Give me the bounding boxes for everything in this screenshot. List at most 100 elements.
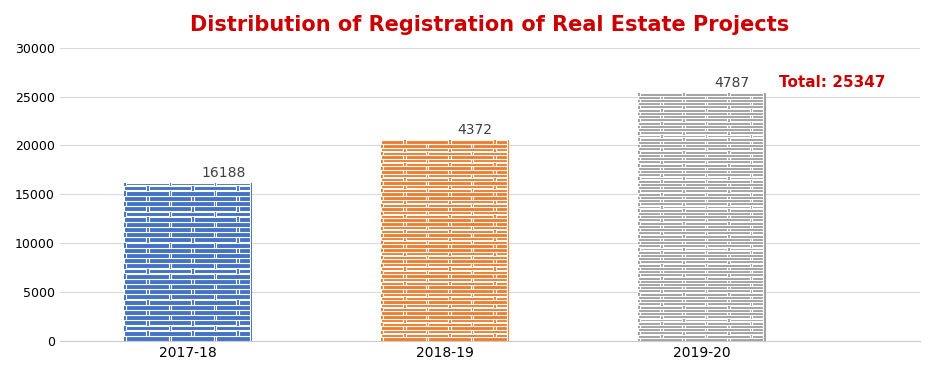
Bar: [753, 173, 763, 176]
Bar: [685, 293, 727, 296]
Bar: [149, 206, 192, 211]
Bar: [708, 296, 750, 299]
Bar: [708, 173, 750, 176]
Bar: [381, 297, 403, 300]
Bar: [473, 196, 507, 200]
Bar: [685, 280, 727, 283]
Bar: [640, 260, 683, 263]
Bar: [496, 222, 507, 226]
Bar: [216, 294, 250, 299]
Bar: [126, 336, 169, 341]
Bar: [383, 219, 425, 222]
Bar: [381, 274, 403, 278]
Bar: [496, 311, 507, 315]
Bar: [238, 320, 250, 325]
Bar: [730, 248, 763, 250]
Bar: [496, 178, 507, 181]
Bar: [473, 256, 507, 259]
Bar: [124, 279, 147, 284]
Bar: [638, 186, 660, 189]
Bar: [451, 170, 493, 174]
Bar: [730, 138, 763, 141]
Bar: [216, 253, 250, 258]
Bar: [638, 212, 660, 215]
Bar: [451, 267, 493, 270]
Bar: [126, 326, 169, 330]
Bar: [640, 222, 683, 225]
Bar: [663, 244, 705, 247]
Bar: [638, 102, 660, 105]
Bar: [638, 231, 660, 234]
Bar: [708, 135, 750, 138]
Bar: [638, 93, 766, 341]
Bar: [406, 274, 448, 278]
Bar: [640, 209, 683, 212]
Bar: [730, 93, 763, 96]
Bar: [383, 204, 425, 207]
Bar: [451, 148, 493, 151]
Bar: [238, 258, 250, 263]
Bar: [171, 315, 214, 320]
Bar: [640, 299, 683, 302]
Bar: [685, 273, 727, 276]
Bar: [640, 338, 683, 341]
Bar: [663, 270, 705, 273]
Bar: [685, 306, 727, 309]
Bar: [640, 93, 683, 96]
Bar: [730, 338, 763, 341]
Bar: [383, 248, 425, 252]
Bar: [730, 112, 763, 115]
Bar: [663, 122, 705, 124]
Bar: [238, 300, 250, 304]
Bar: [730, 222, 763, 225]
Bar: [753, 135, 763, 138]
Bar: [730, 131, 763, 134]
Bar: [171, 201, 214, 206]
Bar: [451, 163, 493, 166]
Bar: [638, 334, 660, 338]
Bar: [383, 233, 425, 237]
Bar: [383, 166, 425, 170]
Bar: [638, 115, 660, 118]
Bar: [406, 192, 448, 196]
Bar: [428, 278, 470, 281]
Bar: [496, 215, 507, 218]
Bar: [496, 244, 507, 248]
Bar: [126, 232, 169, 237]
Bar: [730, 332, 763, 334]
Bar: [753, 109, 763, 112]
Bar: [124, 300, 147, 304]
Bar: [708, 309, 750, 312]
Bar: [406, 260, 448, 263]
Bar: [685, 209, 727, 212]
Bar: [496, 170, 507, 174]
Bar: [663, 141, 705, 144]
Bar: [406, 334, 448, 337]
Bar: [124, 217, 147, 222]
Bar: [663, 102, 705, 105]
Bar: [640, 144, 683, 147]
Bar: [640, 228, 683, 231]
Bar: [473, 233, 507, 237]
Bar: [428, 330, 470, 333]
Bar: [685, 183, 727, 186]
Bar: [753, 219, 763, 221]
Bar: [640, 286, 683, 289]
Bar: [663, 109, 705, 112]
Bar: [685, 318, 727, 321]
Bar: [451, 222, 493, 226]
Bar: [216, 211, 250, 216]
Bar: [381, 207, 403, 211]
Bar: [753, 122, 763, 124]
Text: 4372: 4372: [458, 123, 493, 137]
Bar: [194, 206, 237, 211]
Bar: [685, 164, 727, 166]
Bar: [473, 226, 507, 230]
Bar: [406, 178, 448, 181]
Bar: [708, 270, 750, 273]
Bar: [126, 263, 169, 268]
Bar: [383, 330, 425, 333]
Bar: [383, 256, 425, 259]
Bar: [663, 302, 705, 305]
Bar: [406, 222, 448, 226]
